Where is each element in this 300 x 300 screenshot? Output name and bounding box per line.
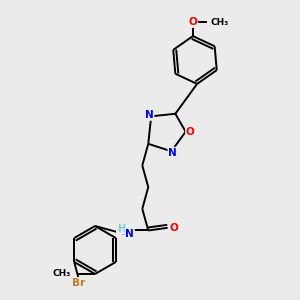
Text: Br: Br [72,278,85,288]
Text: N: N [145,110,154,120]
Text: CH₃: CH₃ [211,18,229,27]
Text: N: N [168,148,177,158]
Text: CH₃: CH₃ [53,269,71,278]
Text: O: O [186,127,195,137]
Text: N: N [125,229,134,239]
Text: H: H [117,224,125,234]
Text: O: O [188,17,197,27]
Text: O: O [169,223,178,233]
